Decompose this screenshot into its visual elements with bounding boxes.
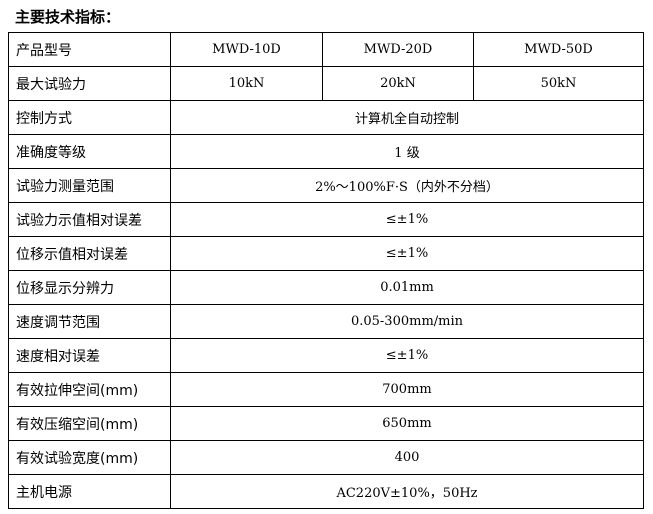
value-cell: 50kN [473,66,644,101]
value-cell: 0.01mm [170,270,644,305]
table-row: 有效试验宽度(mm) 400 [8,440,644,475]
value-cell: ≤±1% [170,236,644,271]
row-label: 有效拉伸空间(mm) [8,372,171,407]
table-row: 产品型号 MWD-10D MWD-20D MWD-50D [8,32,644,67]
table-row: 试验力示值相对误差 ≤±1% [8,202,644,237]
table-row: 试验力测量范围 2%～100%F·S（内外不分档） [8,168,644,203]
row-label: 试验力示值相对误差 [8,202,171,237]
value-cell: 2%～100%F·S（内外不分档） [170,168,644,203]
table-row: 主机电源 AC220V±10%，50Hz [8,474,644,509]
model-cell: MWD-20D [322,32,474,67]
value-cell: 1 级 [170,134,644,169]
table-row: 准确度等级 1 级 [8,134,644,169]
row-label: 位移示值相对误差 [8,236,171,271]
table-row: 速度调节范围 0.05-300mm/min [8,304,644,339]
value-cell: 0.05-300mm/min [170,304,644,339]
model-cell: MWD-10D [170,32,323,67]
table-row: 控制方式 计算机全自动控制 [8,100,644,135]
row-label: 速度相对误差 [8,338,171,373]
table-row: 有效拉伸空间(mm) 700mm [8,372,644,407]
value-cell: 650mm [170,406,644,441]
value-cell: AC220V±10%，50Hz [170,474,644,509]
value-cell: 20kN [322,66,474,101]
row-label: 速度调节范围 [8,304,171,339]
row-label: 有效试验宽度(mm) [8,440,171,475]
table-row: 位移示值相对误差 ≤±1% [8,236,644,271]
row-label: 最大试验力 [8,66,171,101]
value-cell: 700mm [170,372,644,407]
value-cell: 计算机全自动控制 [170,100,644,135]
spec-table: 产品型号 MWD-10D MWD-20D MWD-50D 最大试验力 10kN … [8,32,644,509]
model-cell: MWD-50D [473,32,644,67]
row-label: 主机电源 [8,474,171,509]
value-cell: ≤±1% [170,202,644,237]
table-row: 最大试验力 10kN 20kN 50kN [8,66,644,101]
row-label: 位移显示分辨力 [8,270,171,305]
value-cell: ≤±1% [170,338,644,373]
section-title: 主要技术指标： [15,8,121,26]
row-label: 产品型号 [8,32,171,67]
row-label: 控制方式 [8,100,171,135]
value-cell: 400 [170,440,644,475]
table-row: 有效压缩空间(mm) 650mm [8,406,644,441]
value-cell: 10kN [170,66,323,101]
row-label: 准确度等级 [8,134,171,169]
table-row: 位移显示分辨力 0.01mm [8,270,644,305]
row-label: 有效压缩空间(mm) [8,406,171,441]
table-row: 速度相对误差 ≤±1% [8,338,644,373]
row-label: 试验力测量范围 [8,168,171,203]
